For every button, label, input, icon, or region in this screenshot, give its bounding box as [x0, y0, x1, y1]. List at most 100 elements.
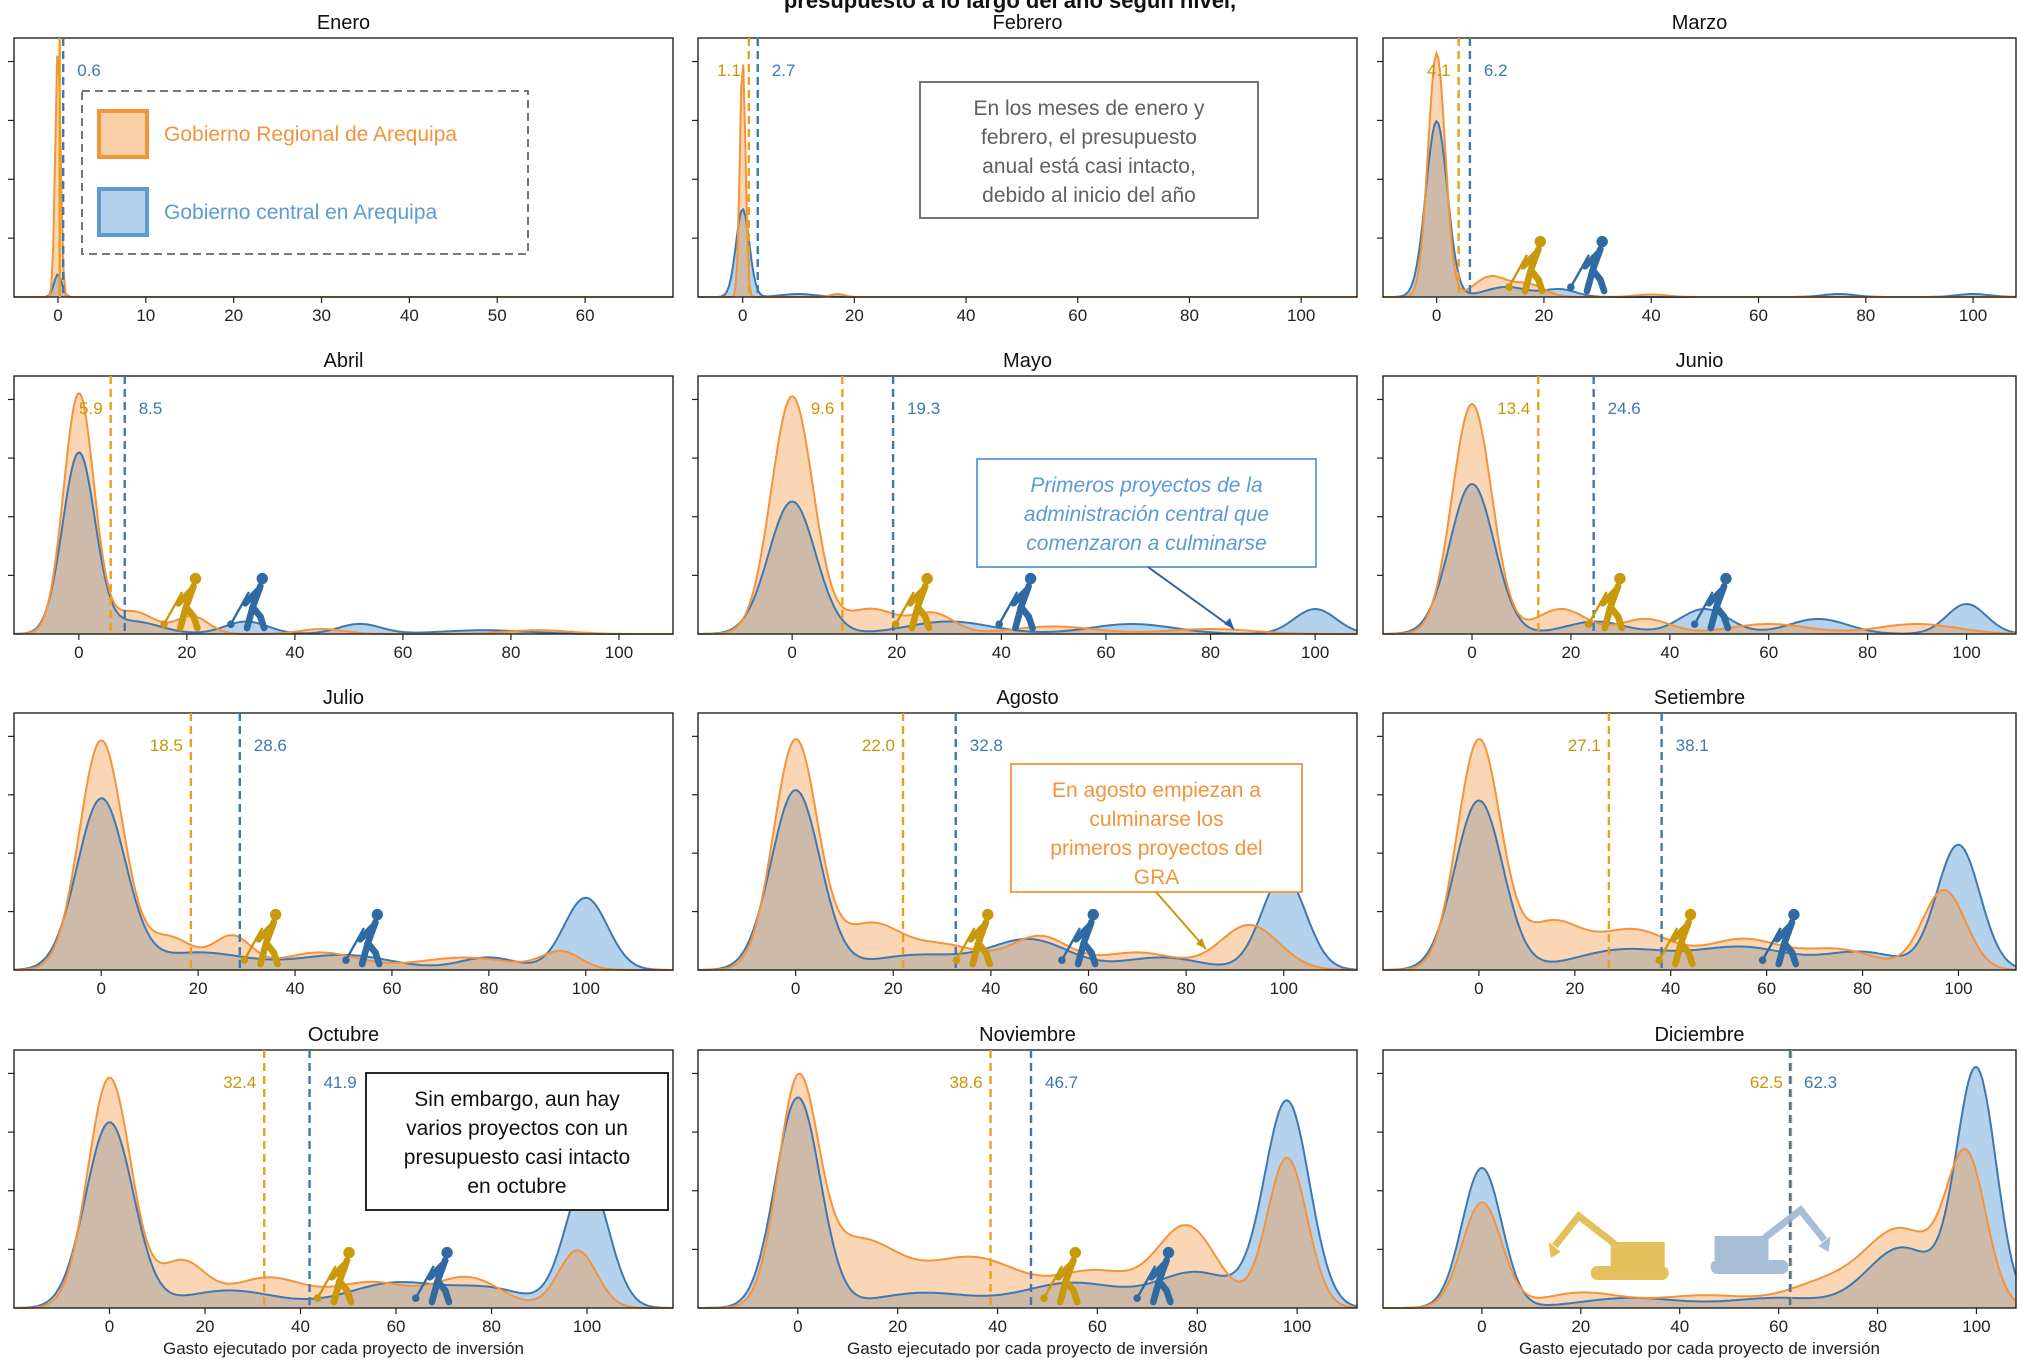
- density-fill-central: [1383, 800, 2016, 970]
- density-line-regional: [14, 392, 673, 635]
- density-line-regional: [698, 395, 1357, 635]
- worker-head: [1788, 908, 1800, 921]
- shovel-handle: [1061, 927, 1081, 959]
- mean-label-central: 24.6: [1608, 399, 1641, 418]
- x-tick-label: 30: [312, 306, 331, 325]
- density-fill-central: [14, 798, 673, 970]
- worker-head: [1162, 1246, 1175, 1259]
- worker-leg: [1535, 276, 1546, 295]
- worker-digging-icon: [240, 908, 282, 968]
- annotation-arrow: [1155, 891, 1207, 950]
- mean-label-regional: 13.4: [1497, 399, 1530, 418]
- x-tick-label: 0: [793, 1317, 802, 1336]
- x-tick-label: 80: [1868, 1317, 1887, 1336]
- worker-leg: [1521, 266, 1535, 295]
- plot-frame: [13, 1049, 674, 1309]
- figure-title: presupuesto a lo largo del año según niv…: [784, 0, 1236, 13]
- legend-label: Gobierno central en Arequipa: [164, 201, 438, 224]
- panel-title: Julio: [323, 687, 364, 709]
- density-fill-regional: [1383, 53, 2016, 297]
- shovel-blade: [342, 956, 350, 964]
- excavator-bucket: [1548, 1242, 1561, 1258]
- mean-label-central: 6.2: [1484, 61, 1508, 80]
- worker-arm: [356, 922, 377, 943]
- x-tick-label: 60: [1096, 643, 1115, 662]
- annotation-mayo: Primeros proyectos de la administración c…: [976, 458, 1317, 630]
- worker-arm: [241, 586, 262, 607]
- annotation-agosto: En agosto empiezan a culminarse los primer…: [1010, 763, 1303, 950]
- worker-digging-icon: [1133, 1246, 1175, 1306]
- density-fill-central: [1383, 1067, 2016, 1308]
- worker-leg: [1012, 603, 1025, 632]
- annotation-arrowhead: [1196, 938, 1206, 949]
- x-tick-label: 60: [1079, 979, 1098, 998]
- x-tick-label: 10: [136, 306, 155, 325]
- plot-frame: [1382, 1049, 2017, 1309]
- shovel-handle: [999, 591, 1019, 623]
- x-tick-label: 80: [1188, 1317, 1207, 1336]
- worker-arm: [967, 922, 988, 943]
- worker-arm: [1519, 249, 1540, 270]
- worker-leg: [969, 939, 982, 968]
- worker-leg: [257, 939, 270, 968]
- x-tick-label: 60: [1759, 643, 1778, 662]
- density-fill-central: [14, 452, 673, 634]
- x-tick-label: 0: [791, 979, 800, 998]
- density-fill-regional: [698, 739, 1357, 970]
- shovel-blade: [1505, 283, 1513, 291]
- annotation-line: GRA: [1134, 866, 1180, 889]
- plot-frame: [1382, 375, 2017, 635]
- worker-leg: [358, 939, 372, 968]
- worker-digging-icon: [411, 1246, 453, 1306]
- x-tick-label: 60: [393, 643, 412, 662]
- x-tick-label: 40: [957, 306, 976, 325]
- worker-digging-icon: [1584, 572, 1626, 632]
- worker-digging-icon: [1690, 572, 1732, 632]
- legend-swatch: [97, 187, 149, 237]
- worker-head: [1087, 908, 1099, 921]
- worker-leg: [428, 1277, 441, 1306]
- mean-label-central: 2.7: [772, 61, 796, 80]
- worker-digging-icon: [160, 572, 202, 632]
- panel-noviembre: Noviembre 0 20 40 60 80 100 Gasto ejecutado por…: [692, 1024, 1358, 1358]
- worker-leg: [1163, 1287, 1174, 1306]
- x-tick-label: 40: [992, 643, 1011, 662]
- worker-leg: [176, 603, 190, 632]
- worker-head: [1069, 1246, 1082, 1259]
- shovel-blade: [227, 620, 235, 628]
- legend-swatch: [97, 109, 149, 159]
- density-fill-regional: [1383, 739, 2016, 970]
- density-line-regional: [698, 1072, 1358, 1309]
- density-fill-central: [1383, 484, 2016, 634]
- mean-label-central: 46.7: [1045, 1073, 1078, 1092]
- worker-leg: [1088, 949, 1099, 968]
- mean-label-central: 19.3: [907, 399, 940, 418]
- x-tick-label: 100: [1283, 1317, 1311, 1336]
- worker-arm: [1773, 922, 1794, 943]
- annotation-line: en octubre: [467, 1175, 566, 1198]
- worker-arm: [255, 922, 276, 943]
- plot-frame: [697, 375, 1358, 635]
- annotation-line: febrero, el presupuesto: [981, 126, 1197, 149]
- mean-label-central: 32.8: [970, 736, 1003, 755]
- panel-julio: Julio 0 20 40 60 80 100 18.5 28.6: [8, 687, 674, 998]
- x-tick-label: 100: [1959, 306, 1987, 325]
- mean-label-regional: 27.1: [1568, 736, 1601, 755]
- x-tick-label: 0: [1467, 643, 1476, 662]
- shovel-handle: [345, 927, 366, 959]
- x-tick-label: 60: [1088, 1317, 1107, 1336]
- density-line-central: [1383, 1065, 2017, 1309]
- worker-leg: [908, 603, 921, 632]
- worker-digging-icon: [1040, 1246, 1082, 1306]
- worker-digging-icon: [1505, 235, 1546, 295]
- mean-label-regional: 4.1: [1427, 61, 1451, 80]
- worker-leg: [921, 613, 933, 632]
- worker-digging-icon: [1655, 908, 1697, 968]
- worker-digging-icon: [1567, 235, 1608, 295]
- excavator-bucket: [1818, 1236, 1831, 1252]
- annotation-line: culminarse los: [1089, 808, 1223, 831]
- x-tick-label: 0: [1432, 306, 1441, 325]
- worker-digging-icon: [995, 572, 1037, 632]
- density-fill-regional: [1383, 404, 2016, 634]
- worker-leg: [1074, 939, 1088, 968]
